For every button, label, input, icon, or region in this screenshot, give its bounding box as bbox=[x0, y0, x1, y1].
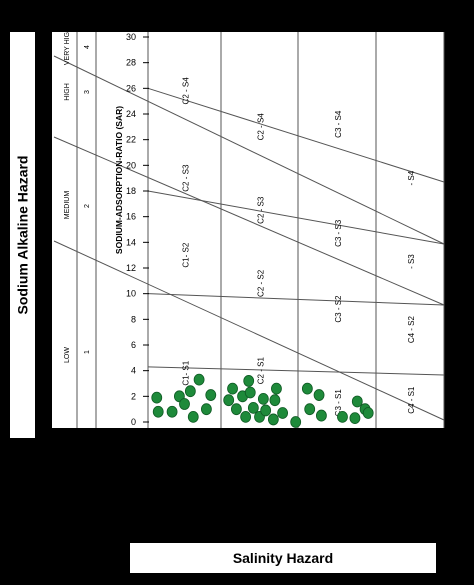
data-point bbox=[152, 405, 164, 418]
sodium-hazard-boundary bbox=[53, 240, 445, 421]
data-point bbox=[351, 395, 363, 408]
sodium-class-label: HIGH bbox=[64, 83, 71, 101]
sodium-hazard-boundary bbox=[147, 293, 445, 306]
data-point bbox=[179, 398, 190, 410]
data-point bbox=[349, 412, 361, 425]
sar-tick-label: 10 bbox=[126, 289, 136, 299]
sar-tick-label: 12 bbox=[126, 263, 136, 273]
data-point bbox=[151, 391, 163, 404]
data-point bbox=[187, 410, 199, 423]
data-point bbox=[205, 389, 217, 401]
data-point bbox=[227, 382, 238, 395]
salinity-sodium-class-label: C3 - S1 bbox=[334, 389, 343, 417]
y-axis-title-box: Sodium Alkaline Hazard bbox=[10, 32, 35, 438]
plot-area bbox=[52, 32, 444, 428]
sodium-hazard-boundary bbox=[53, 136, 445, 306]
data-point bbox=[290, 416, 302, 428]
sar-tick-label: 20 bbox=[126, 160, 136, 170]
data-point bbox=[260, 404, 272, 417]
sar-tick-label: 6 bbox=[131, 340, 136, 350]
salinity-sodium-class-label: - S4 bbox=[407, 170, 416, 185]
sodium-class-label: VERY HIGH bbox=[64, 27, 71, 65]
salinity-sodium-class-label: C2 - S2 bbox=[257, 269, 266, 297]
data-point bbox=[243, 375, 255, 387]
salinity-sodium-class-label: - S3 bbox=[407, 254, 416, 269]
sodium-hazard-boundary bbox=[147, 190, 445, 245]
data-point bbox=[240, 410, 252, 423]
sodium-class-label: LOW bbox=[64, 347, 71, 363]
salinity-sodium-class-label: C2 - S4 bbox=[257, 113, 266, 141]
x-axis-title: Salinity Hazard bbox=[232, 550, 334, 566]
sar-tick-label: 30 bbox=[126, 32, 136, 42]
data-point bbox=[269, 394, 281, 407]
sodium-class-number: 3 bbox=[84, 90, 91, 94]
data-point bbox=[230, 403, 242, 416]
salinity-sodium-class-label: C3 - S4 bbox=[334, 110, 343, 138]
sar-tick-label: 2 bbox=[131, 391, 136, 401]
data-point bbox=[200, 403, 212, 416]
sar-tick-label: 0 bbox=[131, 417, 136, 427]
sar-tick-label: 22 bbox=[126, 135, 136, 145]
salinity-sodium-class-label: C2 - S1 bbox=[257, 357, 266, 385]
salinity-sodium-class-label: C2 - S3 bbox=[257, 196, 266, 224]
sodium-hazard-boundary bbox=[147, 366, 445, 376]
sar-tick-label: 28 bbox=[126, 58, 136, 68]
data-point bbox=[313, 389, 325, 401]
salinity-sodium-class-label: C4 - S1 bbox=[407, 386, 416, 414]
sodium-hazard-boundary bbox=[53, 55, 445, 245]
salinity-sodium-class-label: C1- S2 bbox=[182, 242, 191, 267]
sar-tick-label: 26 bbox=[126, 83, 136, 93]
data-point bbox=[277, 407, 289, 419]
data-point bbox=[267, 413, 279, 426]
sar-tick-label: 4 bbox=[131, 366, 136, 376]
data-point bbox=[244, 386, 256, 399]
data-point bbox=[362, 407, 374, 419]
sodium-class-number: 4 bbox=[84, 45, 91, 49]
sar-tick-label: 16 bbox=[126, 212, 136, 222]
salinity-sodium-class-label: C4 - S2 bbox=[407, 315, 416, 343]
sar-tick-label: 24 bbox=[126, 109, 136, 119]
x-axis-title-box: Salinity Hazard bbox=[130, 543, 436, 573]
data-point bbox=[247, 401, 259, 414]
salinity-sodium-class-label: C3 - S3 bbox=[334, 219, 343, 247]
data-point bbox=[301, 382, 313, 395]
data-point bbox=[184, 385, 196, 398]
sodium-class-number: 2 bbox=[84, 204, 91, 208]
salinity-sodium-class-label: C1- S1 bbox=[182, 360, 191, 385]
data-point bbox=[223, 394, 235, 407]
sodium-class-label: MEDIUM bbox=[64, 191, 71, 220]
data-point bbox=[257, 392, 269, 405]
sar-tick-label: 8 bbox=[131, 314, 136, 324]
data-point bbox=[315, 409, 327, 422]
data-point bbox=[193, 373, 205, 386]
salinity-sodium-class-label: C2 - S4 bbox=[182, 77, 191, 105]
sar-tick-label: 18 bbox=[126, 186, 136, 196]
data-point bbox=[271, 382, 282, 395]
sar-tick-label: 14 bbox=[126, 237, 136, 247]
data-point bbox=[166, 405, 178, 418]
data-point bbox=[337, 410, 348, 423]
sodium-class-number: 1 bbox=[84, 350, 91, 354]
sar-axis-title: SODIUM-ADSORPTION-RATIO (SAR) bbox=[114, 106, 124, 254]
salinity-sodium-class-label: C2 - S3 bbox=[182, 164, 191, 192]
sodium-hazard-boundary bbox=[147, 87, 445, 183]
salinity-sodium-class-label: C3 - S2 bbox=[334, 295, 343, 323]
data-point bbox=[304, 403, 316, 416]
